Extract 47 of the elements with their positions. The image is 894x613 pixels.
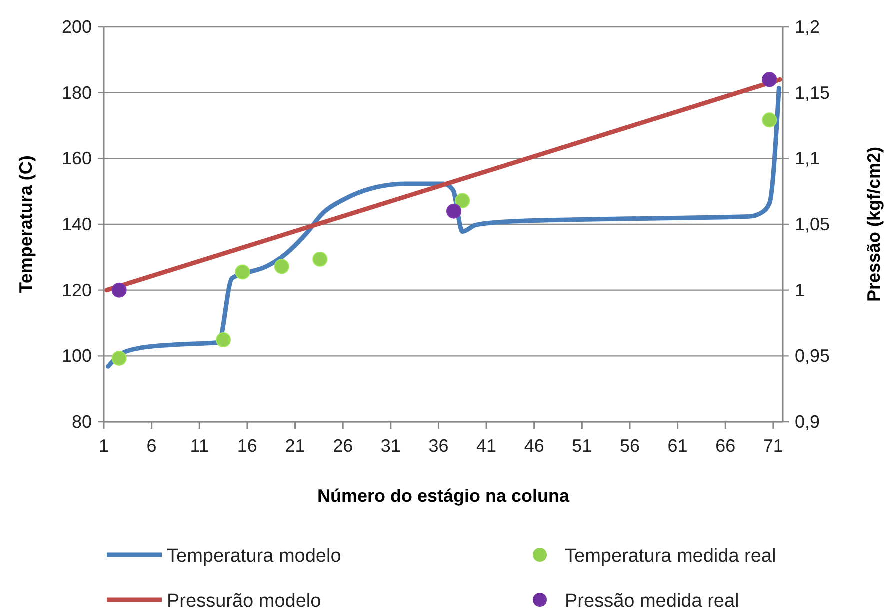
- y2-tick-label: 1: [795, 280, 806, 300]
- y-tick-label: 120: [62, 280, 92, 300]
- y-tick-label: 80: [72, 412, 92, 432]
- x-tick-label: 41: [476, 436, 497, 456]
- legend-label: Temperatura modelo: [167, 546, 342, 567]
- line-series: [106, 86, 782, 369]
- point: [312, 252, 328, 267]
- y2-tick-label: 1,1: [795, 148, 820, 169]
- legend-label: Temperatura medida real: [565, 546, 776, 567]
- x-tick-label: 56: [620, 436, 640, 456]
- y-tick-label: 140: [62, 214, 92, 234]
- point: [455, 193, 470, 208]
- y2-axis-title: Pressão (kgf/cm2): [864, 146, 884, 302]
- y2-tick-label: 1,15: [795, 82, 830, 103]
- point: [446, 204, 462, 219]
- point: [216, 332, 232, 348]
- point: [274, 259, 290, 274]
- y-tick-label: 180: [62, 82, 92, 103]
- legend-label: Pressurão modelo: [167, 591, 322, 612]
- point: [762, 112, 778, 128]
- x-tick-label: 66: [716, 436, 736, 456]
- x-tick-label: 16: [237, 436, 258, 456]
- x-tick-label: 61: [668, 436, 688, 456]
- x-tick-label: 46: [524, 436, 544, 456]
- x-tick-label: 1: [98, 436, 110, 456]
- x-tick-label: 26: [333, 436, 354, 456]
- point: [112, 350, 127, 366]
- point: [235, 264, 250, 280]
- x-tick-label: 21: [285, 436, 306, 456]
- x-tick-label: 6: [146, 436, 157, 456]
- y2-tick-label: 0,95: [795, 346, 830, 366]
- x-tick-label: 71: [763, 436, 784, 456]
- y2-tick-label: 1,05: [795, 214, 830, 234]
- y-tick-label: 200: [62, 17, 92, 37]
- y2-tick-label: 0,9: [795, 412, 820, 432]
- y2-tick-label: 1,2: [795, 17, 820, 37]
- x-tick-label: 11: [190, 436, 209, 456]
- x-tick-label: 31: [380, 436, 401, 456]
- y-axis-title: Temperatura (C): [16, 156, 36, 294]
- x-axis-title: Número do estágio na coluna: [317, 486, 570, 506]
- point: [112, 282, 127, 298]
- y-tick-label: 160: [62, 148, 92, 169]
- point: [762, 72, 778, 88]
- legend-label: Pressão medida real: [565, 591, 740, 612]
- y-tick-label: 100: [62, 346, 92, 366]
- x-tick-label: 51: [572, 436, 592, 456]
- x-tick-label: 36: [428, 436, 449, 456]
